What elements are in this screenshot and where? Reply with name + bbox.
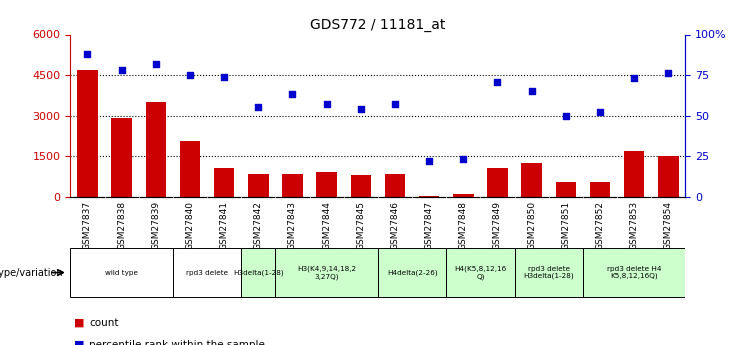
Text: GSM27844: GSM27844 (322, 201, 331, 249)
Bar (173, 248, 242, 297)
Bar (522, 163, 542, 197)
Text: GSM27852: GSM27852 (596, 201, 605, 250)
Point (218, 74, 230, 79)
Bar (282, 174, 303, 197)
Text: ■: ■ (74, 340, 84, 345)
Point (150, 61, 162, 67)
Bar (446, 248, 514, 297)
Text: GSM27850: GSM27850 (527, 201, 536, 250)
Point (355, 106, 367, 112)
Bar (378, 248, 446, 297)
Bar (111, 118, 132, 197)
Point (82, 51, 93, 57)
Text: GSM27837: GSM27837 (83, 201, 92, 250)
Text: GSM27848: GSM27848 (459, 201, 468, 250)
Bar (316, 172, 337, 197)
Bar (658, 156, 679, 197)
Text: wild type: wild type (105, 269, 138, 276)
Text: rpd3 delete: rpd3 delete (186, 269, 228, 276)
Text: GSM27845: GSM27845 (356, 201, 365, 250)
Title: GDS772 / 11181_at: GDS772 / 11181_at (310, 18, 445, 32)
Text: H3delta(1-28): H3delta(1-28) (233, 269, 284, 276)
Text: GSM27854: GSM27854 (664, 201, 673, 250)
Point (389, 101, 401, 107)
Text: GSM27840: GSM27840 (185, 201, 194, 250)
Point (594, 110, 606, 115)
Bar (276, 248, 378, 297)
Bar (556, 182, 576, 197)
Text: count: count (89, 318, 119, 327)
Text: H4delta(2-26): H4delta(2-26) (387, 269, 437, 276)
Text: GSM27839: GSM27839 (151, 201, 160, 250)
Bar (453, 194, 473, 197)
Bar (514, 248, 583, 297)
Text: GSM27842: GSM27842 (254, 201, 263, 249)
Bar (419, 196, 439, 197)
Text: GSM27847: GSM27847 (425, 201, 433, 250)
Text: GSM27853: GSM27853 (630, 201, 639, 250)
Bar (248, 174, 268, 197)
Bar (242, 248, 276, 297)
Bar (70, 248, 173, 297)
Point (628, 76, 640, 81)
Text: GSM27841: GSM27841 (219, 201, 229, 250)
Bar (488, 168, 508, 197)
Point (662, 71, 674, 76)
Point (184, 72, 196, 78)
Bar (590, 182, 611, 197)
Text: H3(K4,9,14,18,2
3,27Q): H3(K4,9,14,18,2 3,27Q) (297, 266, 356, 279)
Text: GSM27851: GSM27851 (562, 201, 571, 250)
Point (253, 105, 265, 110)
Bar (180, 141, 200, 197)
Bar (214, 168, 234, 197)
Point (423, 158, 435, 164)
Point (321, 101, 333, 107)
Point (526, 88, 538, 94)
Point (287, 92, 299, 97)
Text: rpd3 delete
H3delta(1-28): rpd3 delete H3delta(1-28) (523, 266, 574, 279)
Point (560, 113, 572, 118)
Point (491, 79, 503, 84)
Text: GSM27838: GSM27838 (117, 201, 126, 250)
Bar (77, 70, 98, 197)
Text: GSM27846: GSM27846 (391, 201, 399, 250)
Text: H4(K5,8,12,16
Q): H4(K5,8,12,16 Q) (454, 266, 507, 279)
Bar (385, 174, 405, 197)
Text: GSM27849: GSM27849 (493, 201, 502, 250)
Bar (350, 175, 371, 197)
Bar (145, 102, 166, 197)
Point (457, 157, 469, 162)
Bar (583, 248, 685, 297)
Text: ■: ■ (74, 318, 84, 327)
Text: GSM27843: GSM27843 (288, 201, 297, 250)
Text: rpd3 delete H4
K5,8,12,16Q): rpd3 delete H4 K5,8,12,16Q) (607, 266, 662, 279)
Point (116, 67, 127, 73)
Bar (624, 151, 645, 197)
Text: genotype/variation: genotype/variation (0, 268, 63, 277)
Text: percentile rank within the sample: percentile rank within the sample (89, 340, 265, 345)
